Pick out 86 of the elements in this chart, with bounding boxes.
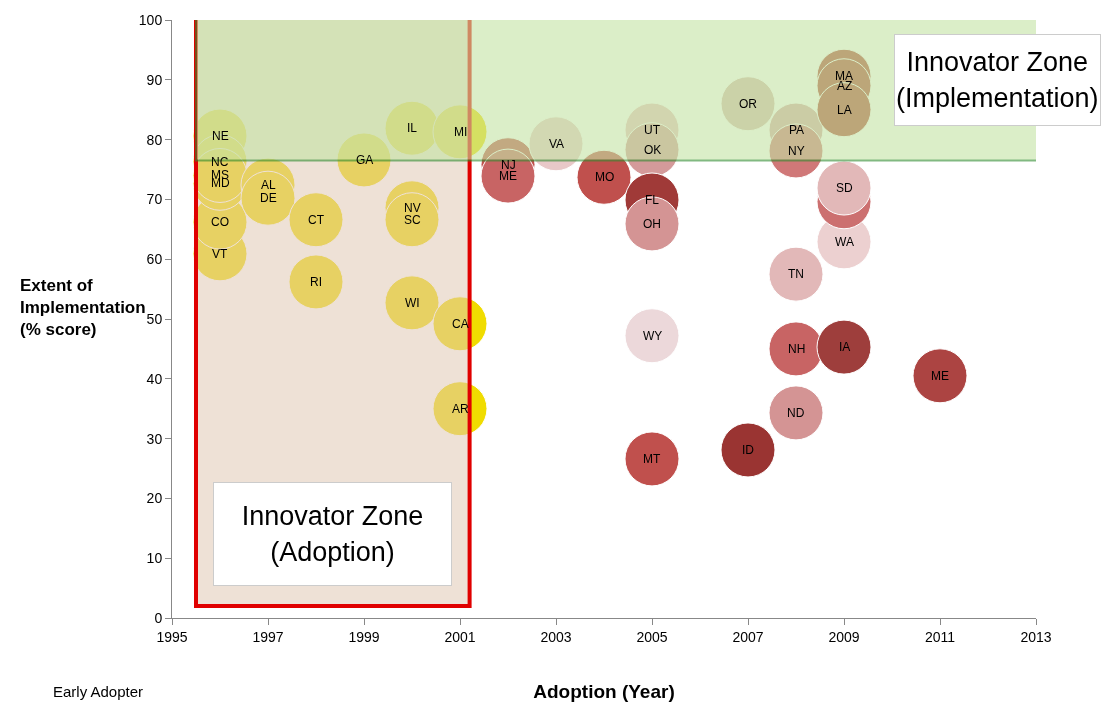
point [816, 160, 872, 216]
text: Early Adopter [53, 683, 144, 700]
x-tick-label: 2009 [828, 628, 860, 645]
annotation: AR [452, 402, 469, 416]
x-tick-label: 1997 [252, 628, 284, 645]
point [768, 246, 824, 302]
point [720, 422, 776, 478]
y-axis-title: Extent of Implementation (% score) [20, 276, 146, 340]
annotation: WA [835, 235, 854, 249]
y-tick-label: 100 [138, 11, 163, 28]
annotation: CO [211, 215, 229, 229]
annotation: NV [404, 201, 421, 215]
annotation: AL [261, 178, 276, 192]
annotation: MT [643, 452, 661, 466]
y-tick-label: 60 [146, 251, 163, 268]
annotation: GA [356, 153, 374, 167]
point [768, 123, 824, 179]
annotation: OK [644, 143, 662, 157]
point [384, 275, 440, 331]
annotation: UT [644, 123, 661, 137]
point [384, 192, 440, 248]
annotation: SD [836, 181, 853, 195]
band-label: Innovator Zone (Implementation) [896, 47, 1099, 113]
y-tick-label: 70 [146, 191, 163, 208]
annotation: OH [643, 217, 661, 231]
y-tick-label: 40 [146, 370, 163, 387]
x-tick-label: 1995 [156, 628, 188, 645]
x-tick-label: 2011 [924, 628, 956, 645]
point [624, 122, 680, 178]
annotation: WY [643, 329, 663, 343]
annotation: VA [549, 137, 565, 151]
annotation: ME [931, 369, 949, 383]
band-label: Innovator Zone (Adoption) [241, 501, 424, 567]
y-tick-label: 30 [146, 430, 163, 447]
x-tick-label: 2001 [444, 628, 476, 645]
annotation: ME [499, 169, 517, 183]
point [720, 76, 776, 132]
point [336, 132, 392, 188]
point [816, 82, 872, 138]
annotation: FL [645, 193, 660, 207]
annotation: IA [839, 340, 851, 354]
annotation: IL [407, 121, 418, 135]
point [480, 148, 536, 204]
point [240, 170, 296, 226]
annotation: CT [308, 213, 325, 227]
point [912, 348, 968, 404]
x-tick-label: 2007 [732, 628, 764, 645]
point [768, 385, 824, 441]
y-tick-label: 0 [154, 609, 163, 626]
point [624, 431, 680, 487]
x-tick-label: 2003 [540, 628, 572, 645]
x-tick-label: 2005 [636, 628, 668, 645]
point [816, 319, 872, 375]
point [384, 100, 440, 156]
x-tick-label: 2013 [1020, 628, 1052, 645]
point [576, 149, 632, 205]
y-tick-label: 50 [146, 310, 163, 327]
annotation: NH [788, 342, 806, 356]
annotation: LA [837, 103, 852, 117]
point [288, 254, 344, 310]
annotation: VT [212, 247, 228, 261]
x-axis-title: Adoption (Year) [533, 680, 675, 702]
annotation: NJ [501, 158, 516, 172]
annotation: MO [595, 170, 615, 184]
annotation: RI [310, 275, 322, 289]
annotation: MI [454, 125, 468, 139]
annotation: DE [260, 191, 277, 205]
annotation: PA [789, 123, 805, 137]
annotation: SC [404, 213, 421, 227]
annotation: WI [405, 296, 420, 310]
annotation: OR [739, 97, 758, 111]
y-tick-label: 20 [146, 490, 163, 507]
annotation: NC [211, 155, 229, 169]
annotation: NE [212, 129, 229, 143]
point [288, 192, 344, 248]
annotation: NY [788, 144, 805, 158]
point [624, 196, 680, 252]
annotation: ID [742, 443, 755, 457]
y-tick-label: 90 [146, 71, 163, 88]
annotation: TN [788, 267, 804, 281]
point [624, 308, 680, 364]
y-tick-label: 10 [146, 550, 163, 567]
y-tick-label: 80 [146, 131, 163, 148]
x-tick-label: 1999 [348, 628, 380, 645]
point [528, 116, 584, 172]
annotation: ND [787, 406, 805, 420]
